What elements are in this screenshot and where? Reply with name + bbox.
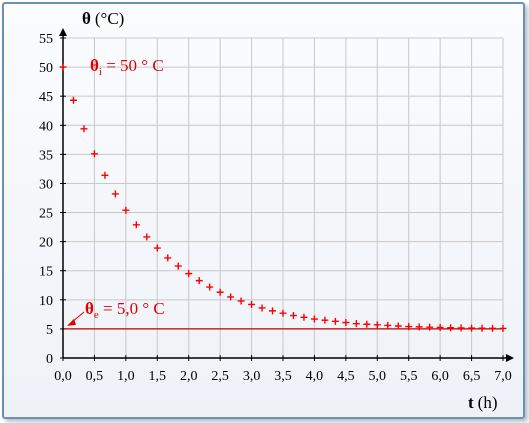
x-axis-ticks: 0,0 0,5 1,0 1,5 2,0 2,5 3,0 3,5 4,0 4,5 5,0 5,5 6,0 6… bbox=[54, 355, 512, 384]
x-tick-label: 3,0 bbox=[243, 369, 261, 384]
data-point bbox=[101, 171, 109, 179]
y-axis-label: θ (°C) bbox=[82, 9, 124, 28]
data-point bbox=[69, 96, 77, 104]
data-point bbox=[384, 321, 392, 329]
x-tick-label: 6,0 bbox=[431, 369, 449, 384]
x-tick-label: 6,5 bbox=[463, 369, 481, 384]
y-tick-label: 25 bbox=[39, 207, 53, 222]
y-tick-label: 15 bbox=[39, 265, 53, 280]
x-tick-label: 5,5 bbox=[400, 369, 418, 384]
data-point bbox=[342, 319, 350, 327]
y-tick-label: 50 bbox=[39, 61, 53, 76]
data-point bbox=[80, 125, 88, 133]
data-point bbox=[426, 323, 434, 331]
y-tick-label: 45 bbox=[39, 90, 53, 105]
exterior-temperature-label: θe = 5,0 ° C bbox=[85, 299, 165, 321]
y-tick-label: 5 bbox=[46, 323, 53, 338]
y-axis-ticks: 0 5 10 15 20 25 30 35 40 45 50 55 bbox=[39, 32, 66, 367]
data-point bbox=[289, 312, 297, 320]
data-points bbox=[59, 63, 507, 332]
data-point bbox=[59, 63, 67, 71]
data-point bbox=[164, 254, 172, 262]
data-point bbox=[321, 316, 329, 324]
x-tick-label: 2,0 bbox=[180, 369, 198, 384]
data-point bbox=[258, 304, 266, 312]
data-point bbox=[468, 324, 476, 332]
arrow-head bbox=[67, 318, 76, 326]
data-point bbox=[185, 270, 193, 278]
chart-frame bbox=[2, 2, 525, 419]
y-tick-label: 35 bbox=[39, 148, 53, 163]
data-point bbox=[478, 324, 486, 332]
initial-temperature-label: θi = 50 ° C bbox=[90, 56, 164, 78]
y-tick-label: 0 bbox=[46, 352, 53, 367]
data-point bbox=[111, 190, 119, 198]
data-point bbox=[90, 150, 98, 158]
grid bbox=[63, 37, 504, 358]
x-axis-label: t (h) bbox=[468, 393, 498, 412]
y-tick-label: 30 bbox=[39, 177, 53, 192]
data-point bbox=[457, 324, 465, 332]
data-point bbox=[415, 323, 423, 331]
data-point bbox=[300, 313, 308, 321]
y-tick-label: 20 bbox=[39, 236, 53, 251]
data-point bbox=[143, 233, 151, 241]
x-tick-label: 0,5 bbox=[86, 369, 104, 384]
x-tick-label: 5,0 bbox=[369, 369, 387, 384]
x-tick-label: 2,5 bbox=[211, 369, 229, 384]
x-tick-label: 7,0 bbox=[494, 369, 512, 384]
data-point bbox=[122, 206, 130, 214]
data-point bbox=[352, 320, 360, 328]
x-tick-label: 4,0 bbox=[306, 369, 324, 384]
data-point bbox=[174, 262, 182, 270]
data-point bbox=[153, 244, 161, 252]
data-point bbox=[394, 322, 402, 330]
data-point bbox=[363, 320, 371, 328]
data-point bbox=[373, 321, 381, 329]
data-point bbox=[436, 323, 444, 331]
data-point bbox=[216, 288, 224, 296]
axes bbox=[59, 28, 514, 362]
y-tick-label: 40 bbox=[39, 119, 53, 134]
data-point bbox=[227, 293, 235, 301]
x-tick-label: 4,5 bbox=[337, 369, 355, 384]
data-point bbox=[237, 297, 245, 305]
x-axis-arrow bbox=[506, 354, 514, 362]
data-point bbox=[447, 324, 455, 332]
x-tick-label: 1,0 bbox=[117, 369, 135, 384]
data-point bbox=[489, 324, 497, 332]
x-tick-label: 3,5 bbox=[274, 369, 292, 384]
data-point bbox=[310, 315, 318, 323]
x-tick-label: 0,0 bbox=[54, 369, 72, 384]
y-axis-arrow bbox=[59, 28, 67, 36]
data-point bbox=[405, 323, 413, 331]
y-tick-label: 10 bbox=[39, 294, 53, 309]
y-tick-label: 55 bbox=[39, 32, 53, 47]
data-point bbox=[248, 300, 256, 308]
data-point bbox=[206, 283, 214, 291]
data-point bbox=[132, 221, 140, 229]
x-tick-label: 1,5 bbox=[149, 369, 167, 384]
data-point bbox=[279, 309, 287, 317]
data-point bbox=[331, 317, 339, 325]
exterior-annotation-arrow bbox=[67, 311, 85, 326]
data-point bbox=[499, 324, 507, 332]
data-point bbox=[195, 277, 203, 285]
data-point bbox=[269, 307, 277, 315]
